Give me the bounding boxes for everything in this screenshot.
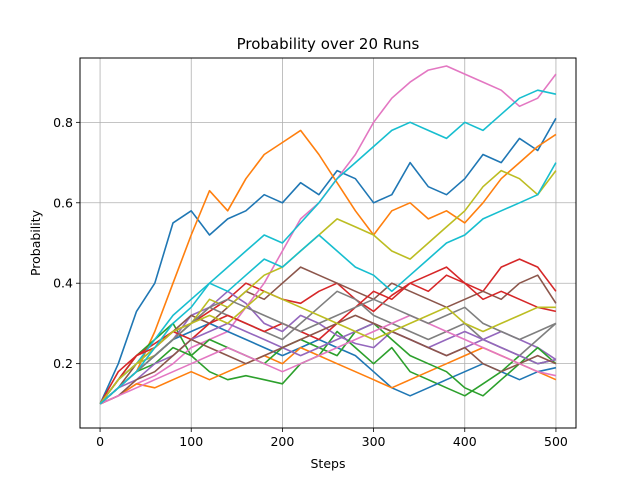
series-line-5 bbox=[99, 290, 557, 405]
series-line-2 bbox=[99, 129, 557, 405]
chart-title: Probability over 20 Runs bbox=[237, 35, 420, 53]
series-line-10 bbox=[99, 89, 557, 405]
y-axis: 0.2 0.4 0.6 0.8 bbox=[53, 115, 80, 371]
x-tick-label: 100 bbox=[179, 434, 203, 449]
y-tick-label: 0.8 bbox=[53, 115, 73, 130]
x-axis-label: Steps bbox=[311, 456, 346, 471]
x-tick-label: 500 bbox=[544, 434, 568, 449]
series-line-12 bbox=[99, 346, 557, 405]
x-tick-label: 400 bbox=[453, 434, 477, 449]
x-tick-label: 300 bbox=[362, 434, 386, 449]
y-tick-label: 0.2 bbox=[53, 356, 73, 371]
y-tick-label: 0.6 bbox=[53, 195, 73, 210]
series-line-20 bbox=[99, 162, 557, 405]
series-line-6 bbox=[99, 266, 557, 405]
x-axis: 0 100 200 300 400 500 bbox=[96, 428, 568, 449]
series-line-19 bbox=[99, 290, 556, 405]
x-tick-label: 200 bbox=[270, 434, 294, 449]
series-line-1 bbox=[99, 117, 557, 405]
series-line-17 bbox=[99, 314, 557, 405]
series-line-14 bbox=[99, 266, 557, 405]
y-tick-label: 0.4 bbox=[53, 276, 73, 291]
x-tick-label: 0 bbox=[96, 434, 104, 449]
series-lines bbox=[99, 65, 557, 405]
y-axis-label: Probability bbox=[28, 209, 43, 276]
plot-frame bbox=[79, 57, 577, 429]
series-line-16 bbox=[99, 314, 557, 405]
